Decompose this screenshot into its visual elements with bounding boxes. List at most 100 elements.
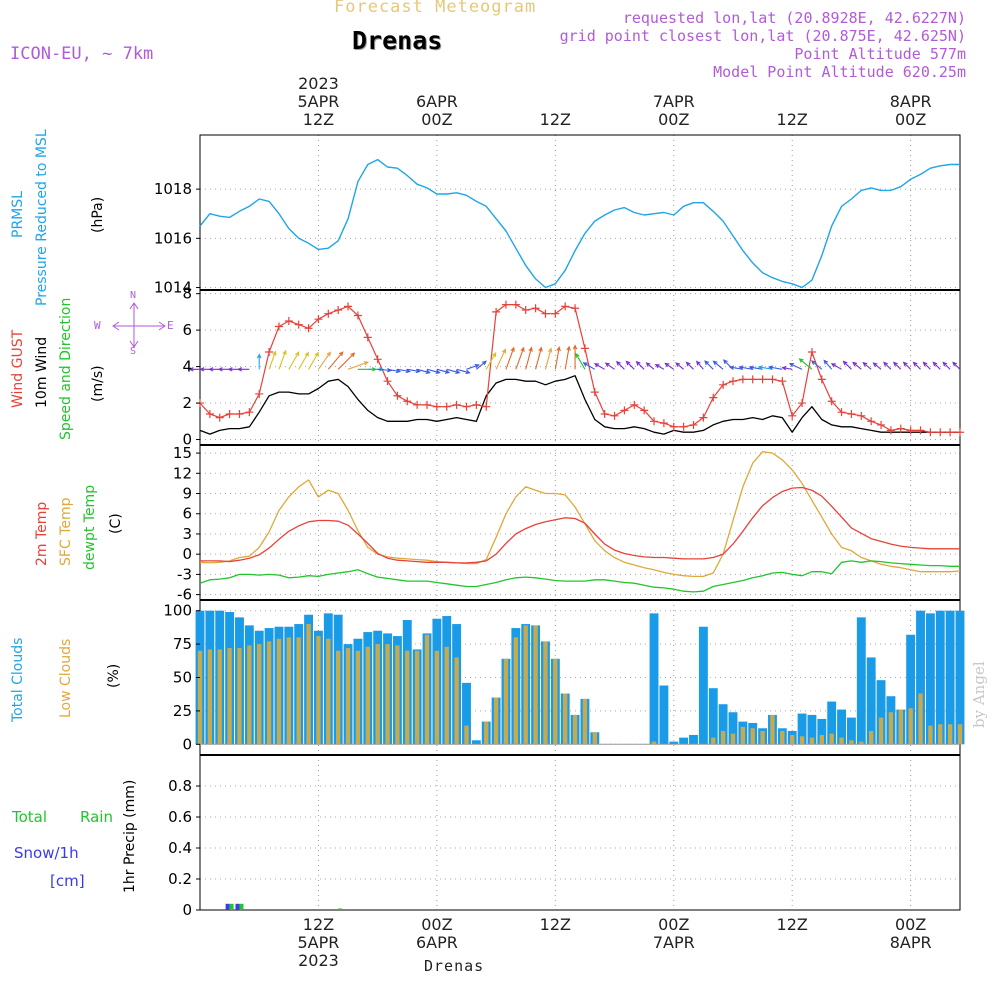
compass-s: S: [130, 346, 137, 357]
wind-direction-arrow: [942, 361, 951, 370]
wind-panel-frame: [199, 289, 961, 446]
wind-direction-arrow: [852, 361, 862, 370]
snow-bar: [225, 903, 230, 910]
temp-y-tick-label: -6: [177, 586, 192, 604]
compass-w: W: [94, 319, 101, 332]
precip-y-tick-label: 0.6: [168, 808, 192, 826]
gust-marker: [788, 411, 797, 420]
wind-y-tick-label: 6: [182, 321, 192, 339]
top-time-label: 6APR: [416, 92, 458, 111]
wind-direction-arrow: [554, 346, 561, 370]
low-cloud-bar: [720, 730, 726, 745]
bottom-time-label: 2023: [298, 951, 339, 970]
wind-direction-arrow: [446, 368, 461, 374]
gust-marker: [265, 348, 274, 356]
temp-y-tick-label: -3: [177, 565, 192, 583]
wind-y-tick-label: 4: [182, 358, 192, 376]
temp-label-dewpt: dewpt Temp: [82, 484, 98, 570]
gust-marker: [916, 426, 925, 435]
total-cloud-bar: [669, 741, 679, 745]
gust-marker: [590, 388, 599, 397]
low-cloud-bar: [908, 708, 913, 745]
bottom-time-label: 5APR: [297, 933, 339, 952]
pressure-y-tick-label: 1014: [154, 279, 192, 297]
gust-marker: [640, 406, 649, 415]
wind-direction-arrow: [515, 346, 525, 370]
model-label: ICON-EU, ~ 7km: [10, 44, 154, 64]
gust-marker: [798, 399, 807, 408]
bottom-time-label: 12Z: [540, 915, 571, 934]
wind-label-direction: Speed and Direction: [58, 297, 74, 440]
wind-barbs: [188, 344, 961, 375]
gust-marker: [956, 428, 964, 437]
low-cloud-bar: [424, 634, 430, 745]
gust-marker: [709, 393, 718, 402]
total-cloud-bar: [471, 740, 481, 745]
gust-marker: [472, 400, 481, 409]
gust-marker: [659, 419, 668, 428]
top-time-label: 2023: [298, 74, 339, 93]
top-time-label: 00Z: [658, 110, 689, 129]
gust-marker: [571, 304, 580, 313]
total-cloud-bar: [955, 610, 965, 745]
bottom-time-label: 8APR: [890, 933, 932, 952]
bottom-time-label: 7APR: [653, 933, 695, 952]
total-cloud-bar: [649, 613, 659, 745]
low-cloud-bar: [928, 725, 933, 745]
grid-lines: [200, 135, 960, 911]
wind-direction-arrow: [604, 362, 615, 370]
location-title: Drenas: [352, 26, 443, 55]
low-cloud-bar: [336, 650, 341, 745]
wind-direction-arrow: [544, 347, 553, 370]
gust-marker: [304, 324, 313, 333]
gust-marker: [886, 426, 895, 435]
low-cloud-bar: [306, 624, 311, 745]
model-altitude: Model Point Altitude 620.25m: [713, 63, 966, 81]
gust-marker: [738, 375, 747, 384]
requested-coords: requested lon,lat (20.8928E, 42.6227N): [622, 9, 966, 27]
wind-direction-arrow: [572, 344, 578, 370]
wind-direction-arrow: [505, 346, 515, 370]
wind-label-10m: 10m Wind: [34, 336, 50, 408]
wind-direction-arrow: [417, 368, 431, 374]
gust-marker: [877, 420, 886, 429]
rain-bar: [338, 908, 343, 910]
total-cloud-bar: [906, 634, 916, 745]
compass-n: N: [130, 290, 137, 301]
total-cloud-bar: [698, 626, 708, 745]
gust-marker: [255, 389, 264, 398]
total-cloud-bar: [659, 685, 669, 745]
gust-marker: [334, 306, 343, 315]
cloud-bars: [195, 610, 965, 745]
clouds-y-tick-label: 50: [173, 669, 192, 687]
gust-marker: [620, 406, 629, 415]
low-cloud-bar: [523, 625, 528, 745]
gust-marker: [580, 344, 589, 353]
temp-y-tick-label: 9: [182, 485, 192, 503]
wind-direction-arrow: [695, 360, 704, 370]
low-cloud-bar: [809, 737, 815, 745]
low-cloud-bar: [385, 644, 390, 745]
gust-marker: [225, 410, 234, 418]
gust-marker: [551, 309, 560, 318]
temp-label-unit: (C): [108, 513, 124, 534]
gust-marker: [531, 304, 540, 313]
gust-marker: [630, 400, 639, 409]
gust-marker: [235, 410, 244, 418]
gust-marker: [561, 302, 570, 311]
gust-marker: [373, 355, 382, 364]
temp-line-0: [200, 486, 960, 564]
clouds-y-tick-label: 75: [173, 635, 192, 653]
wind-direction-arrow: [476, 360, 487, 370]
bottom-time-label: 00Z: [895, 915, 926, 934]
wind-y-tick-label: 0: [182, 431, 192, 449]
pressure-label-msl: Pressure Reduced to MSL: [34, 129, 50, 306]
gust-marker: [728, 377, 737, 386]
gust-marker: [679, 422, 688, 431]
low-cloud-bar: [849, 740, 854, 745]
gust-marker: [857, 411, 866, 420]
gust-marker: [511, 300, 520, 309]
pressure-panel-frame: [199, 134, 961, 291]
precip-label-rain: Rain: [80, 808, 113, 826]
